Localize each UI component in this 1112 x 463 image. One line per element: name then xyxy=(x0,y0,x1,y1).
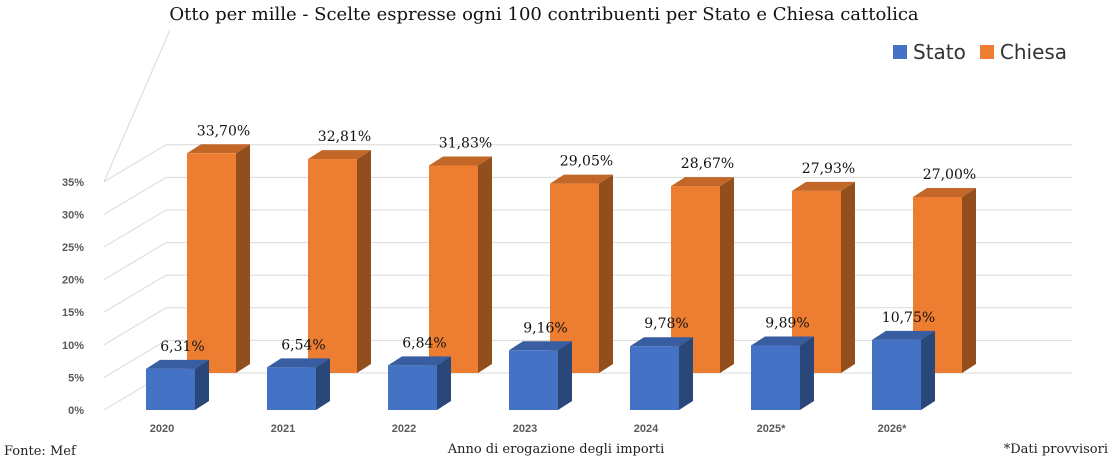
grid-line-diagonal xyxy=(103,144,167,183)
x-tick-label: 2023 xyxy=(513,423,537,435)
data-label-stato: 6,54% xyxy=(281,337,325,353)
data-label-chiesa: 28,67% xyxy=(681,156,734,172)
grid-line-diagonal xyxy=(103,274,167,313)
data-label-stato: 9,16% xyxy=(523,320,567,336)
data-label-chiesa: 29,05% xyxy=(560,154,613,170)
bar-stato xyxy=(872,330,935,410)
x-tick-label: 2022 xyxy=(392,423,416,435)
bar-stato xyxy=(267,358,330,410)
legend-item-stato: Stato xyxy=(893,40,966,64)
data-label-stato: 6,31% xyxy=(160,339,204,355)
chart-legend: Stato Chiesa xyxy=(893,40,1081,64)
x-tick-label: 2024 xyxy=(634,423,659,435)
bar-chiesa xyxy=(308,150,371,373)
x-axis-label: Anno di erogazione degli importi xyxy=(447,442,665,457)
data-label-stato: 10,75% xyxy=(882,310,935,326)
data-label-chiesa: 33,70% xyxy=(197,123,250,139)
chart-title: Otto per mille - Scelte espresse ogni 10… xyxy=(169,4,919,25)
legend-swatch-stato xyxy=(893,45,907,59)
x-tick-label: 2021 xyxy=(271,423,295,435)
y-tick-label: 30% xyxy=(62,209,84,221)
grid-line-diagonal xyxy=(103,209,167,248)
data-label-chiesa: 31,83% xyxy=(439,135,492,151)
legend-swatch-chiesa xyxy=(979,45,994,59)
data-label-stato: 9,89% xyxy=(765,316,809,332)
bar-chiesa xyxy=(187,144,250,373)
bars xyxy=(146,144,976,410)
bar-chiesa xyxy=(792,181,855,373)
y-tick-label: 35% xyxy=(62,177,84,189)
bar-stato xyxy=(509,341,572,410)
grid-line-diagonal xyxy=(103,29,171,182)
data-label-chiesa: 27,93% xyxy=(802,161,855,177)
y-axis-ticks: 0% 5% 10% 15% 20% 25% 30% 35% xyxy=(62,177,84,417)
y-tick-label: 10% xyxy=(62,340,84,352)
bar-chiesa xyxy=(429,156,492,373)
bar-stato xyxy=(146,359,209,410)
bar-stato xyxy=(630,337,693,410)
y-tick-label: 15% xyxy=(62,307,84,319)
grid-line-diagonal xyxy=(103,242,167,281)
bar-stato xyxy=(388,356,451,410)
x-tick-label: 2026* xyxy=(878,423,907,435)
x-tick-label: 2025* xyxy=(757,423,786,435)
y-tick-label: 5% xyxy=(68,372,84,384)
data-label-chiesa: 27,00% xyxy=(923,167,976,183)
grid-line-diagonal xyxy=(103,307,167,346)
grid-line-diagonal xyxy=(103,176,167,215)
legend-label-chiesa: Chiesa xyxy=(999,40,1068,64)
x-tick-label: 2020 xyxy=(150,423,174,435)
data-label-stato: 6,84% xyxy=(402,335,446,351)
x-axis-ticks: 2020 2021 2022 2023 2024 2025* 2026* xyxy=(150,423,907,435)
y-tick-label: 25% xyxy=(62,242,84,254)
bar-stato xyxy=(751,336,814,410)
provisional-note: *Dati provvisori xyxy=(1003,442,1108,457)
source-note: Fonte: Mef xyxy=(4,444,76,459)
data-label-stato: 9,78% xyxy=(644,316,688,332)
legend-item-chiesa: Chiesa xyxy=(979,40,1068,64)
data-labels: 33,70% 32,81% 31,83% 29,05% 28,67% 27,93% 27,0… xyxy=(160,123,976,355)
y-tick-label: 20% xyxy=(62,275,84,287)
legend-label-stato: Stato xyxy=(913,40,966,64)
grid-line-diagonal xyxy=(103,339,167,378)
data-label-chiesa: 32,81% xyxy=(318,129,371,145)
y-tick-label: 0% xyxy=(68,405,84,417)
